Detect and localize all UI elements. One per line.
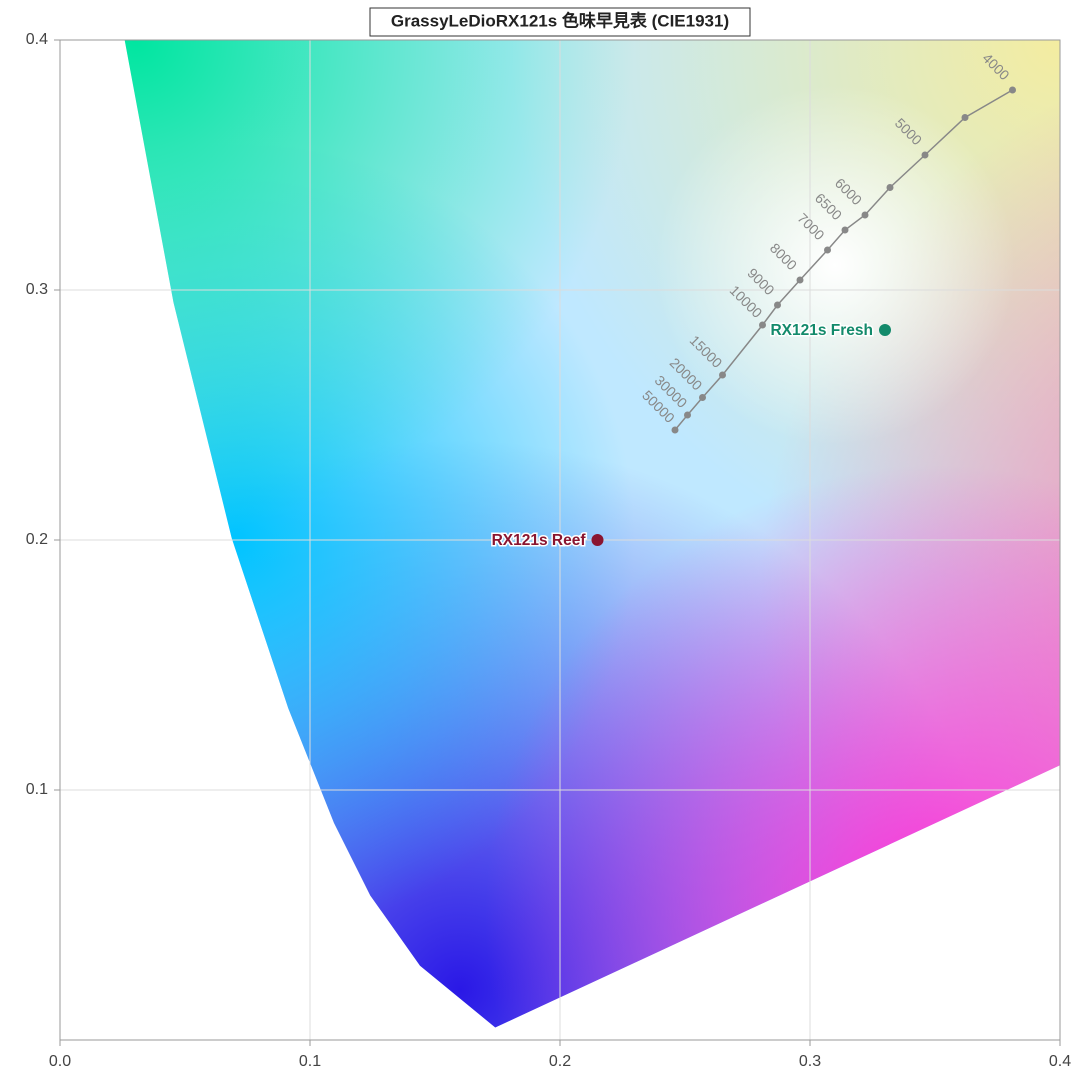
chart-title: GrassyLeDioRX121s 色味早見表 (CIE1931) [391, 10, 729, 30]
product-point-label: RX121s Fresh [770, 322, 873, 339]
y-tick-label: 0.4 [26, 31, 48, 48]
x-tick-label: 0.3 [799, 1053, 821, 1070]
chromaticity-chart: 0.00.10.20.30.40.10.20.30.44000500060006… [0, 0, 1080, 1080]
y-tick-label: 0.1 [26, 781, 48, 798]
product-point: RX121s FreshRX121s Fresh [770, 322, 891, 339]
product-point-label: RX121s Reef [492, 532, 587, 549]
y-tick-label: 0.3 [26, 281, 48, 298]
x-tick-label: 0.2 [549, 1053, 571, 1070]
x-tick-label: 0.0 [49, 1053, 71, 1070]
x-tick-label: 0.1 [299, 1053, 321, 1070]
x-tick-label: 0.4 [1049, 1053, 1071, 1070]
y-tick-label: 0.2 [26, 531, 48, 548]
